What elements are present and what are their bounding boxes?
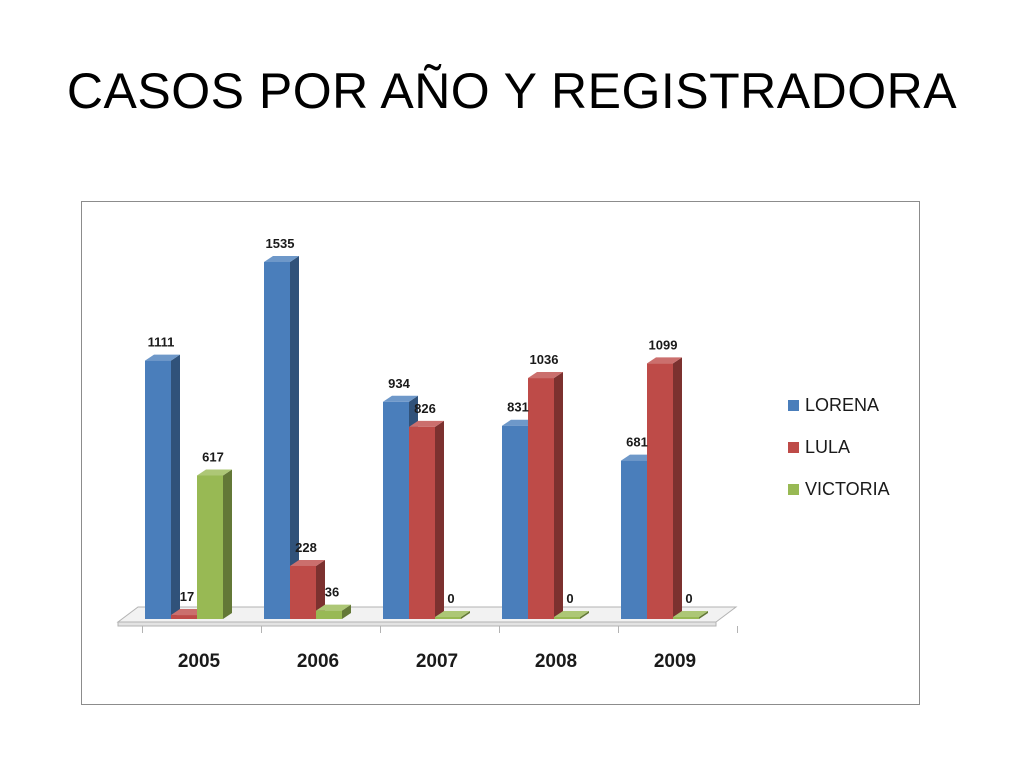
data-label-lula-2009: 1099	[649, 337, 678, 352]
chart-legend: LORENA LULA VICTORIA	[788, 395, 890, 499]
bar-top	[290, 559, 325, 566]
data-label-lorena-2006: 1535	[266, 236, 295, 251]
bar-front	[383, 401, 409, 619]
bar-front	[409, 426, 435, 619]
bar-side	[580, 611, 589, 619]
bar-side	[673, 357, 682, 619]
data-label-lorena-2009: 681	[626, 435, 648, 450]
bar-front	[647, 363, 673, 619]
legend-label-lorena: LORENA	[805, 395, 879, 415]
bar-victoria-2009	[673, 611, 708, 619]
legend-swatch-lorena	[788, 400, 799, 411]
data-labels: 1111 17 617 1535 228 36 934 826 0 831 1036 0 681 1099…	[148, 236, 693, 606]
bar-front	[554, 617, 580, 619]
legend-swatch-lula	[788, 442, 799, 453]
bar-top	[435, 611, 470, 617]
bar-front	[528, 378, 554, 619]
bar-side	[699, 611, 708, 619]
bar-front	[502, 425, 528, 619]
data-label-lula-2007: 826	[414, 401, 436, 416]
bar-top	[528, 372, 563, 379]
bar-front	[145, 360, 171, 619]
category-axis: 2005 2006 2007 2008 2009	[118, 625, 738, 672]
data-label-lorena-2005: 1111	[148, 335, 175, 350]
data-label-victoria-2005: 617	[202, 450, 224, 465]
bar-side	[290, 256, 299, 619]
bar-side	[435, 420, 444, 619]
bar-lula-2009	[647, 357, 682, 619]
bar-victoria-2007	[435, 611, 470, 619]
legend-label-victoria: VICTORIA	[805, 479, 890, 499]
bar-victoria-2006	[316, 604, 351, 619]
legend-label-lula: LULA	[805, 437, 850, 457]
category-label-2005: 2005	[178, 651, 221, 672]
category-label-2008: 2008	[535, 651, 577, 672]
data-label-victoria-2006: 36	[325, 585, 339, 600]
bar-top	[554, 611, 589, 617]
bar-front	[290, 565, 316, 619]
bar-top	[145, 354, 180, 361]
category-label-2006: 2006	[297, 651, 339, 672]
bar-front	[264, 262, 290, 619]
bar-side	[461, 611, 470, 619]
bar-top	[316, 604, 351, 611]
bar-victoria-2005	[197, 469, 232, 619]
data-label-lula-2006: 228	[295, 540, 317, 555]
bar-top	[197, 469, 232, 476]
data-label-victoria-2007: 0	[447, 591, 454, 606]
bar-front	[621, 460, 647, 619]
data-label-lula-2008: 1036	[530, 352, 559, 367]
bar-front	[171, 615, 197, 619]
bar-front	[197, 475, 223, 619]
bar-lula-2007	[409, 420, 444, 619]
bar-top	[647, 357, 682, 364]
legend-swatch-victoria	[788, 484, 799, 495]
bar-side	[316, 559, 325, 619]
bar-lorena-2006	[264, 256, 299, 619]
bar-front	[673, 617, 699, 619]
bar-side	[342, 604, 351, 619]
bar-front	[435, 617, 461, 619]
chart-frame: 1111 17 617 1535 228 36 934 826 0 831 1036 0 681 1099…	[81, 201, 920, 705]
bar-lorena-2005	[145, 354, 180, 619]
bar-side	[223, 469, 232, 619]
category-label-2009: 2009	[654, 651, 696, 672]
category-label-2007: 2007	[416, 651, 458, 672]
data-label-lula-2005: 17	[180, 589, 194, 604]
bar-top	[264, 256, 299, 262]
floor-front	[117, 621, 717, 627]
slide-title: CASOS POR AÑO Y REGISTRADORA	[66, 63, 958, 119]
bar-top	[383, 395, 418, 402]
bar-victoria-2008	[554, 611, 589, 619]
bar-lula-2008	[528, 372, 563, 619]
bar-chart: 1111 17 617 1535 228 36 934 826 0 831 1036 0 681 1099…	[116, 236, 890, 672]
data-label-lorena-2008: 831	[507, 400, 529, 415]
data-label-victoria-2008: 0	[566, 591, 573, 606]
bar-lula-2006	[290, 559, 325, 619]
data-label-victoria-2009: 0	[685, 591, 692, 606]
bar-front	[316, 610, 342, 619]
bar-side	[171, 354, 180, 619]
bar-side	[554, 372, 563, 619]
bars-layer	[145, 256, 708, 619]
bar-top	[409, 420, 444, 427]
bar-top	[673, 611, 708, 617]
data-label-lorena-2007: 934	[388, 376, 410, 391]
